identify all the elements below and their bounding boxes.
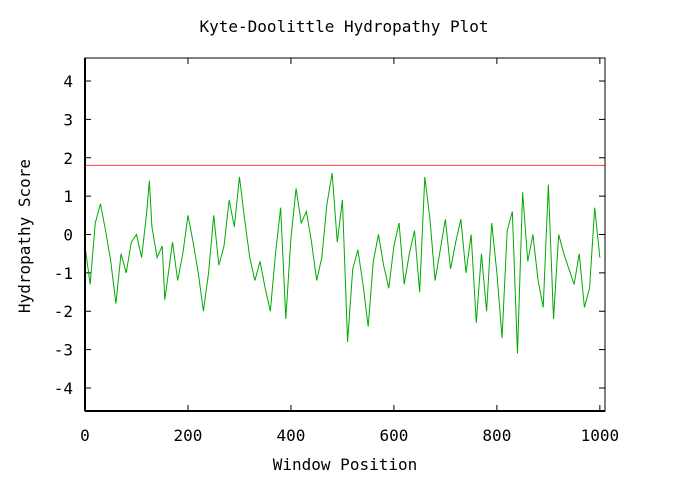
- x-tick-label: 800: [482, 426, 511, 445]
- y-tick-label: 0: [63, 226, 73, 245]
- plot-frame: [84, 57, 606, 412]
- x-tick-label: 600: [379, 426, 408, 445]
- y-tick-label: 3: [63, 110, 73, 129]
- y-tick-label: -4: [54, 379, 73, 398]
- x-tick-label: 1000: [581, 426, 620, 445]
- chart-title: Kyte-Doolittle Hydropathy Plot: [200, 17, 489, 36]
- x-tick-label: 400: [276, 426, 305, 445]
- x-tick-label: 0: [80, 426, 90, 445]
- y-tick-label: -1: [54, 264, 73, 283]
- y-tick-label: -2: [54, 302, 73, 321]
- x-tick-label: 200: [174, 426, 203, 445]
- y-axis-label: Hydropathy Score: [15, 159, 34, 313]
- y-tick-label: 1: [63, 187, 73, 206]
- x-axis-label: Window Position: [273, 455, 418, 474]
- y-tick-label: 4: [63, 72, 73, 91]
- y-tick-label: -3: [54, 341, 73, 360]
- y-tick-label: 2: [63, 149, 73, 168]
- hydropathy-series-line: [84, 173, 601, 354]
